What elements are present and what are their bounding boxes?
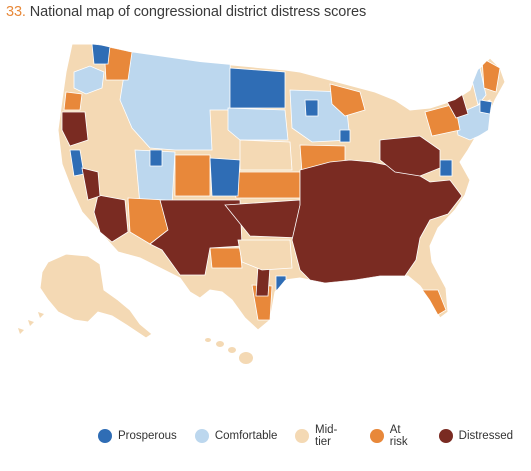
figure-title: 33. National map of congressional distri… bbox=[6, 4, 366, 20]
legend-item-prosperous: Prosperous bbox=[98, 429, 177, 443]
region-central-california-distressed bbox=[81, 167, 101, 201]
region-appalachia-distressed bbox=[379, 135, 441, 177]
legend-swatch-at-risk bbox=[370, 429, 384, 443]
region-texas-central-mid-tier bbox=[237, 239, 293, 271]
legend-item-mid-tier: Mid-tier bbox=[295, 424, 352, 448]
region-chicago-prosperous bbox=[339, 129, 351, 143]
region-oregon-at-risk bbox=[63, 91, 83, 111]
figure-title-text: National map of congressional district d… bbox=[29, 4, 367, 20]
region-pacific-northwest-comfortable bbox=[73, 65, 105, 95]
region-michigan-at-risk bbox=[329, 83, 366, 117]
region-rio-grande-distressed bbox=[255, 265, 271, 297]
alaska-aleutian-islands bbox=[18, 312, 44, 334]
legend-item-distressed: Distressed bbox=[438, 429, 513, 443]
region-minneapolis-prosperous bbox=[304, 99, 319, 117]
region-maine-at-risk bbox=[481, 57, 501, 93]
legend-swatch-mid-tier bbox=[295, 429, 310, 443]
region-north-dakota-prosperous bbox=[229, 67, 286, 109]
region-northern-california-distressed bbox=[61, 111, 89, 147]
legend-swatch-prosperous bbox=[98, 429, 112, 443]
region-nebraska-mid-tier bbox=[239, 139, 293, 171]
legend-item-at-risk: At risk bbox=[370, 424, 421, 448]
figure-number: 33. bbox=[6, 4, 26, 20]
region-texas-panhandle-at-risk bbox=[209, 247, 243, 269]
legend-swatch-distressed bbox=[438, 429, 453, 443]
legend-label-mid-tier: Mid-tier bbox=[315, 424, 338, 448]
region-salt-lake-prosperous bbox=[149, 149, 163, 167]
alaska bbox=[39, 253, 153, 339]
hawaii bbox=[205, 338, 253, 364]
region-south-distressed bbox=[291, 159, 463, 284]
region-southern-california-distressed bbox=[93, 194, 129, 243]
legend-label-at-risk: At risk bbox=[389, 424, 408, 448]
region-south-dakota-comfortable bbox=[227, 107, 289, 141]
region-dc-prosperous bbox=[439, 159, 453, 177]
region-kansas-at-risk bbox=[231, 171, 301, 199]
region-new-york-at-risk bbox=[424, 103, 461, 137]
region-seattle-prosperous bbox=[91, 44, 111, 65]
legend-label-distressed: Distressed bbox=[458, 430, 513, 442]
region-colorado-prosperous bbox=[209, 157, 241, 197]
legend: Prosperous Comfortable Mid-tier At risk … bbox=[98, 424, 531, 448]
region-colorado-east-at-risk bbox=[174, 154, 211, 197]
region-houston-prosperous bbox=[275, 275, 287, 291]
legend-swatch-comfortable bbox=[194, 429, 209, 443]
legend-label-prosperous: Prosperous bbox=[118, 430, 177, 442]
legend-item-comfortable: Comfortable bbox=[194, 429, 278, 443]
legend-label-comfortable: Comfortable bbox=[214, 430, 278, 442]
